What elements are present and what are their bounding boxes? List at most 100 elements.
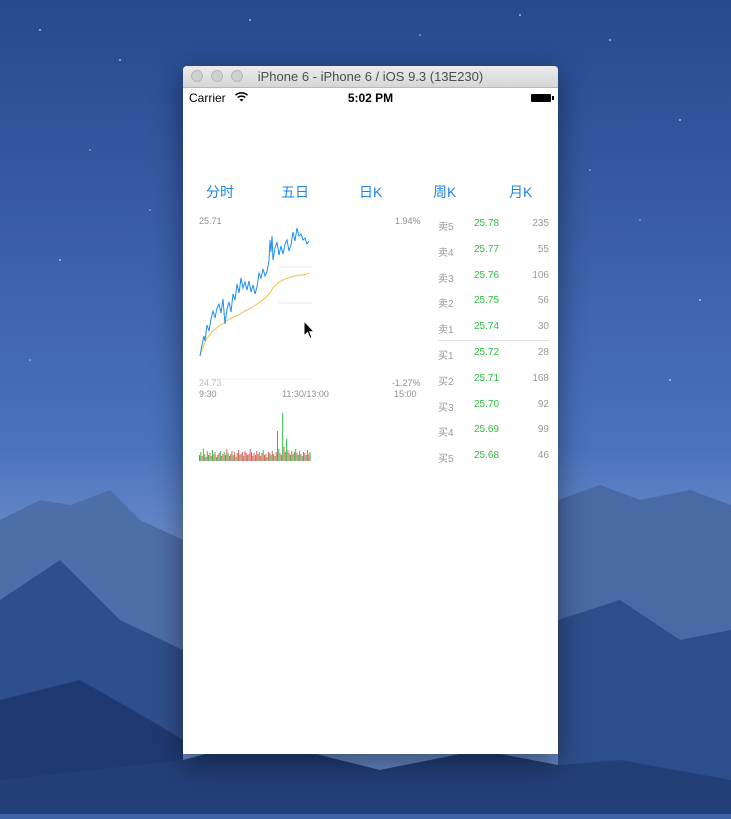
bid-row: 买1 25.72 28 (431, 347, 551, 362)
bid-row: 买5 25.68 46 (431, 450, 551, 465)
zoom-window-button[interactable] (231, 70, 243, 82)
volume-bar (284, 452, 286, 461)
volume-bar (208, 455, 210, 461)
volume-bar (215, 457, 217, 461)
volume-bar (219, 451, 221, 461)
price-high-label: 25.71 (199, 216, 222, 226)
volume-bar (248, 454, 250, 461)
volume-bar (243, 456, 245, 461)
volume-bar (254, 455, 256, 461)
volume-bar (252, 456, 254, 461)
ask-row: 卖1 25.74 30 (431, 321, 551, 336)
bid-row: 买2 25.71 168 (431, 373, 551, 388)
tab-day-k[interactable]: 日K (359, 184, 383, 200)
bid-volume: 168 (532, 373, 549, 384)
ask-row: 卖4 25.77 55 (431, 244, 551, 259)
volume-bar (278, 449, 280, 461)
wifi-icon (235, 92, 248, 102)
volume-bar (275, 452, 277, 461)
volume-bar (206, 451, 208, 461)
ask-side: 卖3 (438, 274, 454, 285)
price-low-label: 24.73 (199, 378, 222, 388)
bid-side: 买4 (438, 428, 454, 439)
volume-bar (266, 457, 268, 461)
timeshare-plot (199, 227, 312, 461)
volume-bar (261, 453, 263, 461)
ask-side: 卖1 (438, 325, 454, 336)
volume-bar (200, 452, 202, 461)
status-time: 5:02 PM (347, 91, 394, 105)
volume-bar (301, 456, 303, 461)
volume-bar (240, 454, 242, 461)
volume-bar (205, 457, 207, 461)
volume-bar (306, 450, 308, 461)
volume-bar (288, 453, 290, 461)
ask-price: 25.74 (474, 321, 500, 332)
time-start-label: 9:30 (199, 389, 217, 399)
bid-side: 买1 (438, 351, 454, 362)
volume-bar (303, 452, 304, 461)
ask-row: 卖3 25.76 106 (431, 270, 551, 285)
mouse-cursor-icon (303, 320, 315, 340)
tab-week-k[interactable]: 周K (433, 184, 457, 200)
ask-volume: 235 (532, 218, 549, 229)
volume-bar (291, 451, 293, 461)
time-end-label: 15:00 (394, 389, 417, 399)
volume-bar (292, 454, 294, 461)
tab-five-day[interactable]: 五日 (281, 184, 309, 200)
ask-volume: 55 (537, 244, 549, 255)
volume-bar (230, 454, 232, 461)
minimize-window-button[interactable] (211, 70, 223, 82)
volume-bar (309, 452, 311, 461)
bid-price: 25.70 (474, 399, 500, 410)
volume-bars (199, 413, 311, 461)
volume-bar (297, 455, 299, 461)
battery-icon (531, 94, 554, 102)
volume-bar (213, 454, 215, 461)
volume-bar (264, 455, 265, 461)
volume-bar (199, 455, 200, 461)
volume-bar (209, 453, 211, 461)
volume-bar (218, 453, 220, 461)
volume-bar (274, 456, 276, 461)
window-titlebar[interactable]: iPhone 6 - iPhone 6 / iOS 9.3 (13E230) (183, 66, 558, 88)
volume-bar (293, 452, 295, 461)
volume-bar (257, 454, 259, 461)
time-mid-label: 11:30/13:00 (282, 389, 329, 399)
bid-volume: 46 (537, 450, 549, 461)
volume-bar (262, 450, 264, 461)
price-line (199, 227, 310, 357)
tab-timeshare[interactable]: 分时 (206, 184, 234, 200)
ask-volume: 56 (537, 295, 549, 306)
tab-month-k[interactable]: 月K (509, 184, 533, 200)
volume-bar (202, 449, 204, 461)
bid-volume: 28 (537, 347, 549, 358)
volume-bar (265, 454, 267, 461)
bid-side: 买3 (438, 403, 454, 414)
volume-bar (214, 452, 216, 461)
ask-price: 25.78 (474, 218, 500, 229)
close-window-button[interactable] (191, 70, 203, 82)
volume-bar (304, 453, 306, 461)
volume-bar (290, 455, 291, 461)
ask-volume: 106 (532, 270, 549, 281)
volume-bar (235, 457, 237, 461)
volume-bar (269, 453, 271, 461)
volume-bar (221, 456, 223, 461)
volume-bar (228, 456, 230, 461)
ask-price: 25.77 (474, 244, 500, 255)
bid-side: 买2 (438, 377, 454, 388)
volume-bar (201, 456, 203, 461)
pct-high-label: 1.94% (395, 216, 421, 226)
volume-bar (258, 452, 260, 461)
chart-type-tabs: 分时 五日 日K 周K 月K (183, 182, 558, 204)
volume-bar (249, 449, 251, 461)
volume-bar (226, 449, 228, 461)
volume-bar (305, 455, 307, 461)
volume-bar (286, 439, 288, 461)
bid-row: 买3 25.70 92 (431, 399, 551, 414)
ask-volume: 30 (537, 321, 549, 332)
volume-bar (241, 452, 243, 461)
volume-bar (279, 453, 281, 461)
ask-row: 卖2 25.75 56 (431, 295, 551, 310)
